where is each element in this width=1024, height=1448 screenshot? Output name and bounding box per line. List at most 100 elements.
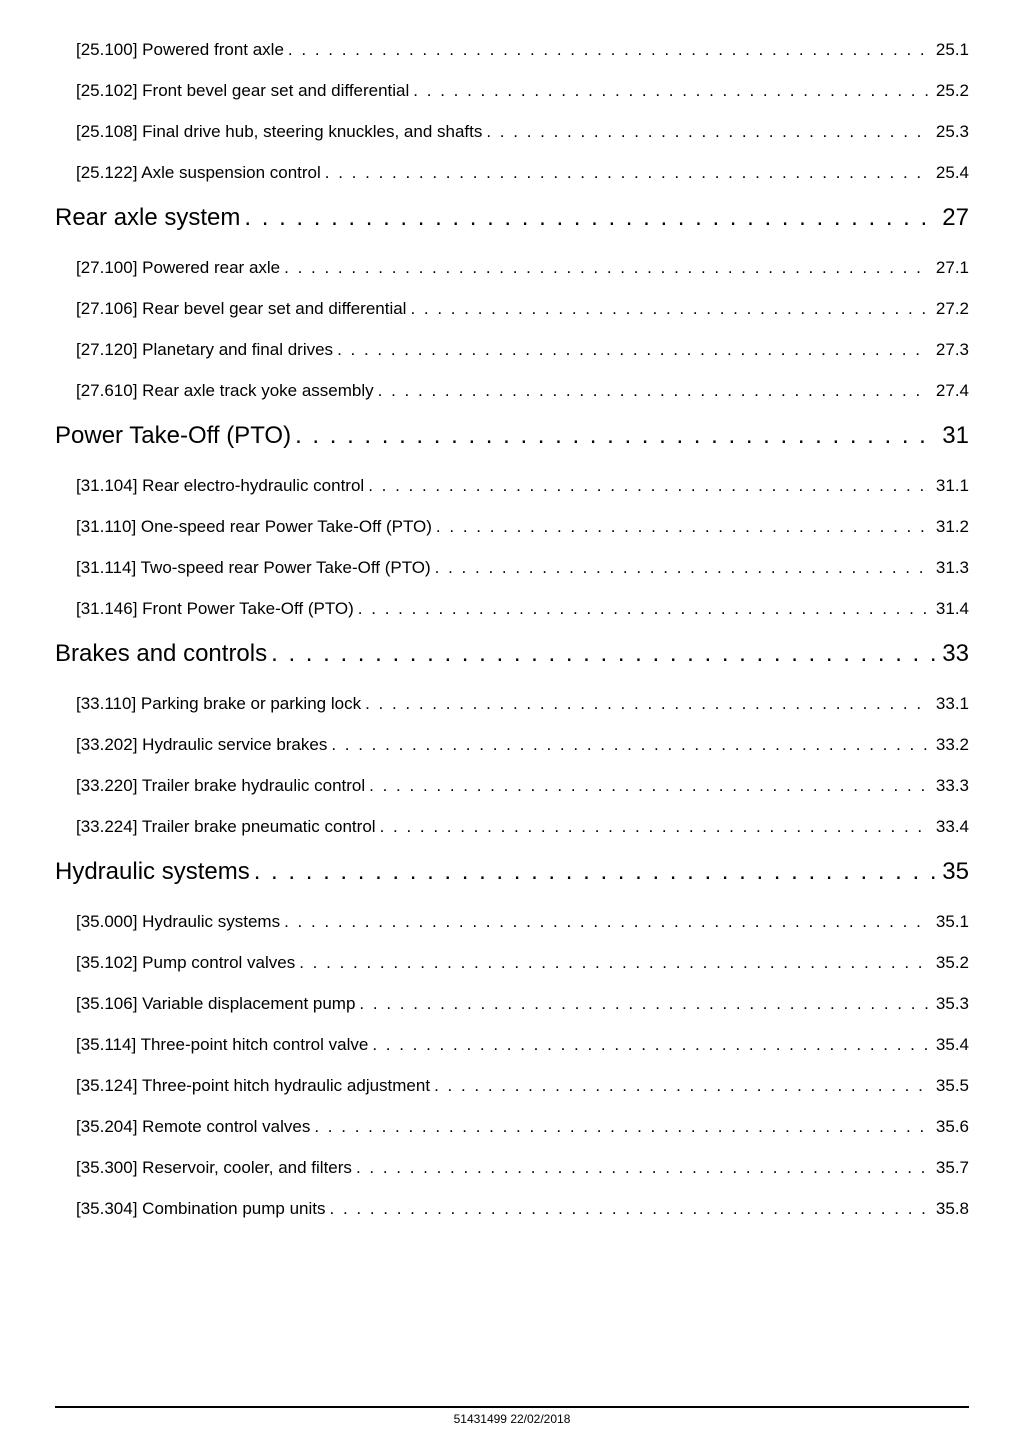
toc-leader-dots: . . . . . . . . . . . . . . . . . . . . …	[240, 204, 936, 232]
toc-leader-dots: . . . . . . . . . . . . . . . . . . . . …	[280, 258, 930, 278]
toc-leader-dots: . . . . . . . . . . . . . . . . . . . . …	[280, 912, 930, 932]
toc-leader-dots: . . . . . . . . . . . . . . . . . . . . …	[291, 422, 936, 450]
toc-entry-page: 33	[936, 640, 969, 668]
toc-leader-dots: . . . . . . . . . . . . . . . . . . . . …	[376, 817, 930, 837]
toc-entry: [35.102] Pump control valves. . . . . . …	[76, 953, 969, 973]
toc-entry-label: [27.106] Rear bevel gear set and differe…	[76, 299, 406, 319]
toc-entry: [25.102] Front bevel gear set and differ…	[76, 81, 969, 101]
toc-entry-label: [35.000] Hydraulic systems	[76, 912, 280, 932]
toc-leader-dots: . . . . . . . . . . . . . . . . . . . . …	[321, 163, 930, 183]
toc-entry: [31.114] Two-speed rear Power Take-Off (…	[76, 558, 969, 578]
toc-entry-page: 35.2	[930, 953, 969, 973]
toc-leader-dots: . . . . . . . . . . . . . . . . . . . . …	[295, 953, 930, 973]
toc-leader-dots: . . . . . . . . . . . . . . . . . . . . …	[432, 517, 930, 537]
toc-entry-label: [31.146] Front Power Take-Off (PTO)	[76, 599, 354, 619]
toc-leader-dots: . . . . . . . . . . . . . . . . . . . . …	[354, 599, 930, 619]
toc-entry-label: [35.300] Reservoir, cooler, and filters	[76, 1158, 352, 1178]
toc-entry-page: 33.2	[930, 735, 969, 755]
toc-entry-page: 27.2	[930, 299, 969, 319]
toc-entry-label: Power Take-Off (PTO)	[55, 422, 291, 450]
toc-entry-label: [33.202] Hydraulic service brakes	[76, 735, 327, 755]
toc-entry-page: 35.4	[930, 1035, 969, 1055]
toc-leader-dots: . . . . . . . . . . . . . . . . . . . . …	[482, 122, 930, 142]
toc-entry-label: Rear axle system	[55, 204, 240, 232]
table-of-contents: [25.100] Powered front axle. . . . . . .…	[55, 40, 969, 1219]
toc-entry-label: [25.102] Front bevel gear set and differ…	[76, 81, 409, 101]
toc-entry-page: 33.4	[930, 817, 969, 837]
toc-entry: Hydraulic systems. . . . . . . . . . . .…	[55, 858, 969, 886]
toc-entry: [33.224] Trailer brake pneumatic control…	[76, 817, 969, 837]
toc-entry-page: 25.2	[930, 81, 969, 101]
toc-leader-dots: . . . . . . . . . . . . . . . . . . . . …	[352, 1158, 930, 1178]
toc-entry-page: 35.5	[930, 1076, 969, 1096]
toc-entry: [27.106] Rear bevel gear set and differe…	[76, 299, 969, 319]
toc-entry-label: [33.224] Trailer brake pneumatic control	[76, 817, 376, 837]
toc-entry-label: [35.106] Variable displacement pump	[76, 994, 355, 1014]
toc-entry-page: 31.1	[930, 476, 969, 496]
toc-leader-dots: . . . . . . . . . . . . . . . . . . . . …	[267, 640, 936, 668]
toc-entry-page: 25.4	[930, 163, 969, 183]
toc-entry-page: 27	[936, 204, 969, 232]
toc-entry-label: Brakes and controls	[55, 640, 267, 668]
toc-entry: Brakes and controls. . . . . . . . . . .…	[55, 640, 969, 668]
toc-entry-label: [33.220] Trailer brake hydraulic control	[76, 776, 365, 796]
toc-leader-dots: . . . . . . . . . . . . . . . . . . . . …	[409, 81, 930, 101]
toc-entry-page: 33.1	[930, 694, 969, 714]
footer-text: 51431499 22/02/2018	[55, 1412, 969, 1426]
toc-entry: [33.110] Parking brake or parking lock. …	[76, 694, 969, 714]
toc-leader-dots: . . . . . . . . . . . . . . . . . . . . …	[310, 1117, 930, 1137]
toc-entry: [27.120] Planetary and final drives. . .…	[76, 340, 969, 360]
footer-rule	[55, 1406, 969, 1408]
toc-leader-dots: . . . . . . . . . . . . . . . . . . . . …	[284, 40, 930, 60]
toc-leader-dots: . . . . . . . . . . . . . . . . . . . . …	[431, 558, 930, 578]
toc-entry: [35.106] Variable displacement pump. . .…	[76, 994, 969, 1014]
toc-entry-page: 35.8	[930, 1199, 969, 1219]
toc-leader-dots: . . . . . . . . . . . . . . . . . . . . …	[355, 994, 929, 1014]
toc-entry-label: [25.108] Final drive hub, steering knuck…	[76, 122, 482, 142]
toc-entry-label: [27.120] Planetary and final drives	[76, 340, 333, 360]
toc-entry: [27.100] Powered rear axle. . . . . . . …	[76, 258, 969, 278]
toc-leader-dots: . . . . . . . . . . . . . . . . . . . . …	[368, 1035, 930, 1055]
toc-leader-dots: . . . . . . . . . . . . . . . . . . . . …	[250, 858, 937, 886]
toc-entry: [35.304] Combination pump units. . . . .…	[76, 1199, 969, 1219]
toc-entry: [35.300] Reservoir, cooler, and filters.…	[76, 1158, 969, 1178]
toc-leader-dots: . . . . . . . . . . . . . . . . . . . . …	[327, 735, 930, 755]
toc-entry: [35.124] Three-point hitch hydraulic adj…	[76, 1076, 969, 1096]
toc-entry-label: [35.204] Remote control valves	[76, 1117, 310, 1137]
toc-entry-page: 31	[936, 422, 969, 450]
toc-entry: [31.110] One-speed rear Power Take-Off (…	[76, 517, 969, 537]
toc-leader-dots: . . . . . . . . . . . . . . . . . . . . …	[364, 476, 930, 496]
toc-entry-label: [31.110] One-speed rear Power Take-Off (…	[76, 517, 432, 537]
toc-leader-dots: . . . . . . . . . . . . . . . . . . . . …	[361, 694, 930, 714]
toc-entry-page: 25.3	[930, 122, 969, 142]
toc-entry: [31.146] Front Power Take-Off (PTO). . .…	[76, 599, 969, 619]
toc-entry: [35.000] Hydraulic systems. . . . . . . …	[76, 912, 969, 932]
toc-entry: [33.202] Hydraulic service brakes. . . .…	[76, 735, 969, 755]
toc-leader-dots: . . . . . . . . . . . . . . . . . . . . …	[333, 340, 930, 360]
toc-entry-page: 35	[936, 858, 969, 886]
toc-entry: Rear axle system. . . . . . . . . . . . …	[55, 204, 969, 232]
toc-entry-label: [31.104] Rear electro-hydraulic control	[76, 476, 364, 496]
toc-entry-label: [25.122] Axle suspension control	[76, 163, 321, 183]
toc-leader-dots: . . . . . . . . . . . . . . . . . . . . …	[374, 381, 930, 401]
toc-entry-label: [35.102] Pump control valves	[76, 953, 295, 973]
toc-entry-label: [27.610] Rear axle track yoke assembly	[76, 381, 374, 401]
toc-leader-dots: . . . . . . . . . . . . . . . . . . . . …	[430, 1076, 930, 1096]
toc-entry: [35.114] Three-point hitch control valve…	[76, 1035, 969, 1055]
toc-entry-page: 27.1	[930, 258, 969, 278]
toc-entry-label: [33.110] Parking brake or parking lock	[76, 694, 361, 714]
toc-entry-page: 27.3	[930, 340, 969, 360]
toc-entry-label: [35.114] Three-point hitch control valve	[76, 1035, 368, 1055]
toc-entry: [33.220] Trailer brake hydraulic control…	[76, 776, 969, 796]
toc-entry-page: 31.4	[930, 599, 969, 619]
toc-entry-page: 35.1	[930, 912, 969, 932]
toc-entry-page: 35.3	[930, 994, 969, 1014]
toc-entry: [31.104] Rear electro-hydraulic control.…	[76, 476, 969, 496]
toc-entry: [25.122] Axle suspension control. . . . …	[76, 163, 969, 183]
toc-entry: [25.100] Powered front axle. . . . . . .…	[76, 40, 969, 60]
toc-entry-label: Hydraulic systems	[55, 858, 250, 886]
page-footer: 51431499 22/02/2018	[55, 1406, 969, 1426]
toc-entry-label: [35.124] Three-point hitch hydraulic adj…	[76, 1076, 430, 1096]
toc-entry: Power Take-Off (PTO). . . . . . . . . . …	[55, 422, 969, 450]
toc-leader-dots: . . . . . . . . . . . . . . . . . . . . …	[406, 299, 929, 319]
